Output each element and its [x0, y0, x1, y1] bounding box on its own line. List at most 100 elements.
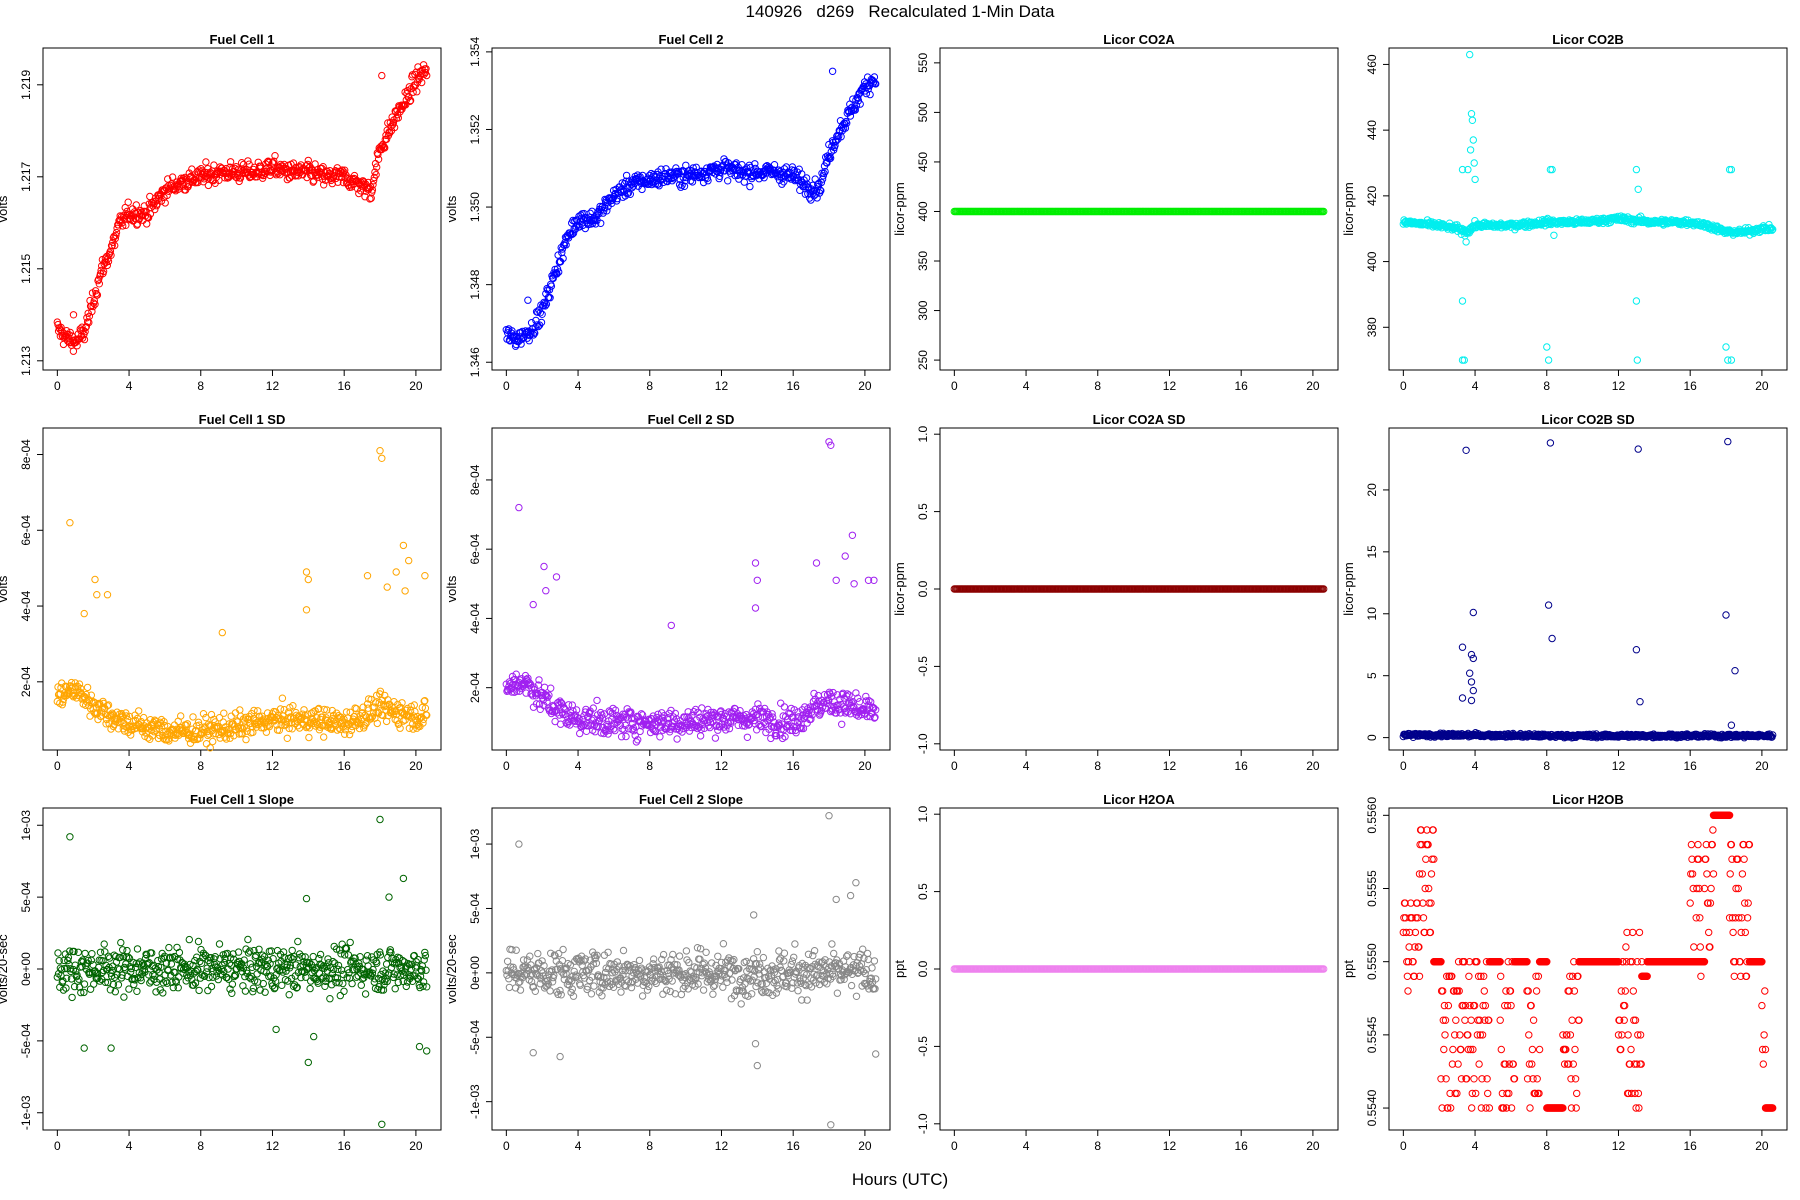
- data-point: [1467, 696, 1476, 705]
- data-point: [542, 300, 551, 308]
- data-point: [272, 171, 280, 179]
- data-point: [305, 733, 313, 742]
- x-tick-label: 4: [1023, 759, 1030, 773]
- data-point: [1469, 686, 1478, 695]
- data-point: [838, 720, 846, 728]
- data-point: [780, 703, 789, 711]
- data-point: [751, 160, 759, 168]
- data-point: [406, 96, 415, 105]
- data-point: [81, 949, 89, 958]
- y-tick-label: 4e-04: [19, 590, 33, 621]
- data-point: [696, 732, 705, 740]
- x-tick-label: 0: [54, 759, 61, 773]
- data-point: [667, 621, 675, 630]
- y-tick-label: 4e-04: [468, 603, 482, 634]
- data-point: [378, 71, 386, 80]
- data-point: [289, 159, 298, 167]
- data-point: [82, 323, 91, 331]
- data-point: [320, 733, 328, 741]
- chart-title: Fuel Cell 2: [658, 32, 723, 47]
- y-tick-label: 450: [916, 152, 930, 172]
- y-tick-label: 10: [1365, 607, 1379, 621]
- y-tick-label: 0e+00: [19, 952, 33, 986]
- data-point: [1546, 439, 1555, 447]
- x-tick-label: 20: [409, 379, 423, 393]
- data-points: [1399, 50, 1777, 364]
- data-point: [373, 719, 381, 728]
- data-point: [537, 318, 546, 327]
- data-point: [558, 245, 567, 253]
- data-point: [194, 178, 202, 187]
- data-point: [381, 144, 389, 152]
- data-point: [357, 187, 365, 195]
- data-points: [53, 447, 431, 752]
- data-point: [108, 242, 116, 250]
- data-point: [234, 948, 243, 956]
- data-point: [238, 159, 246, 167]
- data-point: [1722, 611, 1730, 619]
- data-point: [656, 733, 664, 741]
- data-point: [123, 946, 131, 955]
- y-axis-label: volts/20-sec: [0, 934, 10, 1004]
- data-point: [270, 157, 278, 165]
- data-point: [1634, 445, 1642, 453]
- data-point: [373, 163, 381, 171]
- data-point: [81, 327, 89, 336]
- data-point: [168, 173, 177, 181]
- y-tick-label: 1.354: [468, 37, 482, 67]
- data-point: [135, 707, 143, 715]
- data-point: [746, 163, 755, 172]
- data-point: [1633, 356, 1642, 364]
- data-point: [189, 713, 197, 721]
- x-tick-label: 20: [1755, 379, 1769, 393]
- data-point: [337, 168, 345, 176]
- data-point: [156, 193, 164, 201]
- data-point: [746, 182, 754, 191]
- y-tick-label: 15: [1365, 545, 1379, 559]
- data-point: [536, 309, 544, 317]
- data-point: [1724, 437, 1732, 446]
- plot-frame: [1388, 47, 1788, 371]
- data-point: [1632, 165, 1641, 174]
- data-point: [392, 568, 400, 576]
- data-point: [122, 221, 130, 230]
- data-point: [111, 241, 119, 250]
- data-point: [117, 938, 125, 947]
- data-point: [124, 198, 132, 206]
- data-point: [743, 733, 752, 741]
- data-point: [419, 61, 428, 69]
- data-point: [66, 328, 75, 337]
- x-tick-label: 12: [266, 379, 280, 393]
- data-point: [622, 732, 630, 741]
- data-point: [679, 166, 687, 175]
- data-point: [1462, 446, 1470, 454]
- data-point: [406, 97, 414, 106]
- y-tick-label: 420: [1365, 186, 1379, 206]
- chart-title: Licor CO2A: [1103, 32, 1175, 47]
- data-point: [226, 158, 235, 166]
- data-point: [677, 183, 685, 191]
- y-tick-label: 400: [916, 201, 930, 221]
- data-point: [180, 182, 188, 190]
- data-point: [1544, 356, 1553, 364]
- data-point: [540, 683, 549, 691]
- data-point: [547, 282, 556, 290]
- data-point: [1469, 608, 1478, 617]
- x-tick-label: 0: [503, 379, 510, 393]
- data-point: [1458, 297, 1467, 305]
- y-tick-label: -0.5: [916, 656, 930, 677]
- data-point: [99, 267, 108, 276]
- data-point: [103, 591, 112, 599]
- data-point: [1466, 669, 1474, 677]
- data-point: [132, 201, 141, 209]
- x-tick-label: 4: [1472, 379, 1479, 393]
- y-tick-label: 20: [1365, 483, 1379, 497]
- data-point: [177, 712, 185, 720]
- data-point: [68, 993, 76, 1002]
- data-point: [525, 337, 533, 345]
- data-point: [1544, 601, 1553, 609]
- chart-title: Fuel Cell 1 SD: [199, 412, 286, 427]
- data-point: [288, 946, 296, 955]
- data-point: [175, 948, 184, 957]
